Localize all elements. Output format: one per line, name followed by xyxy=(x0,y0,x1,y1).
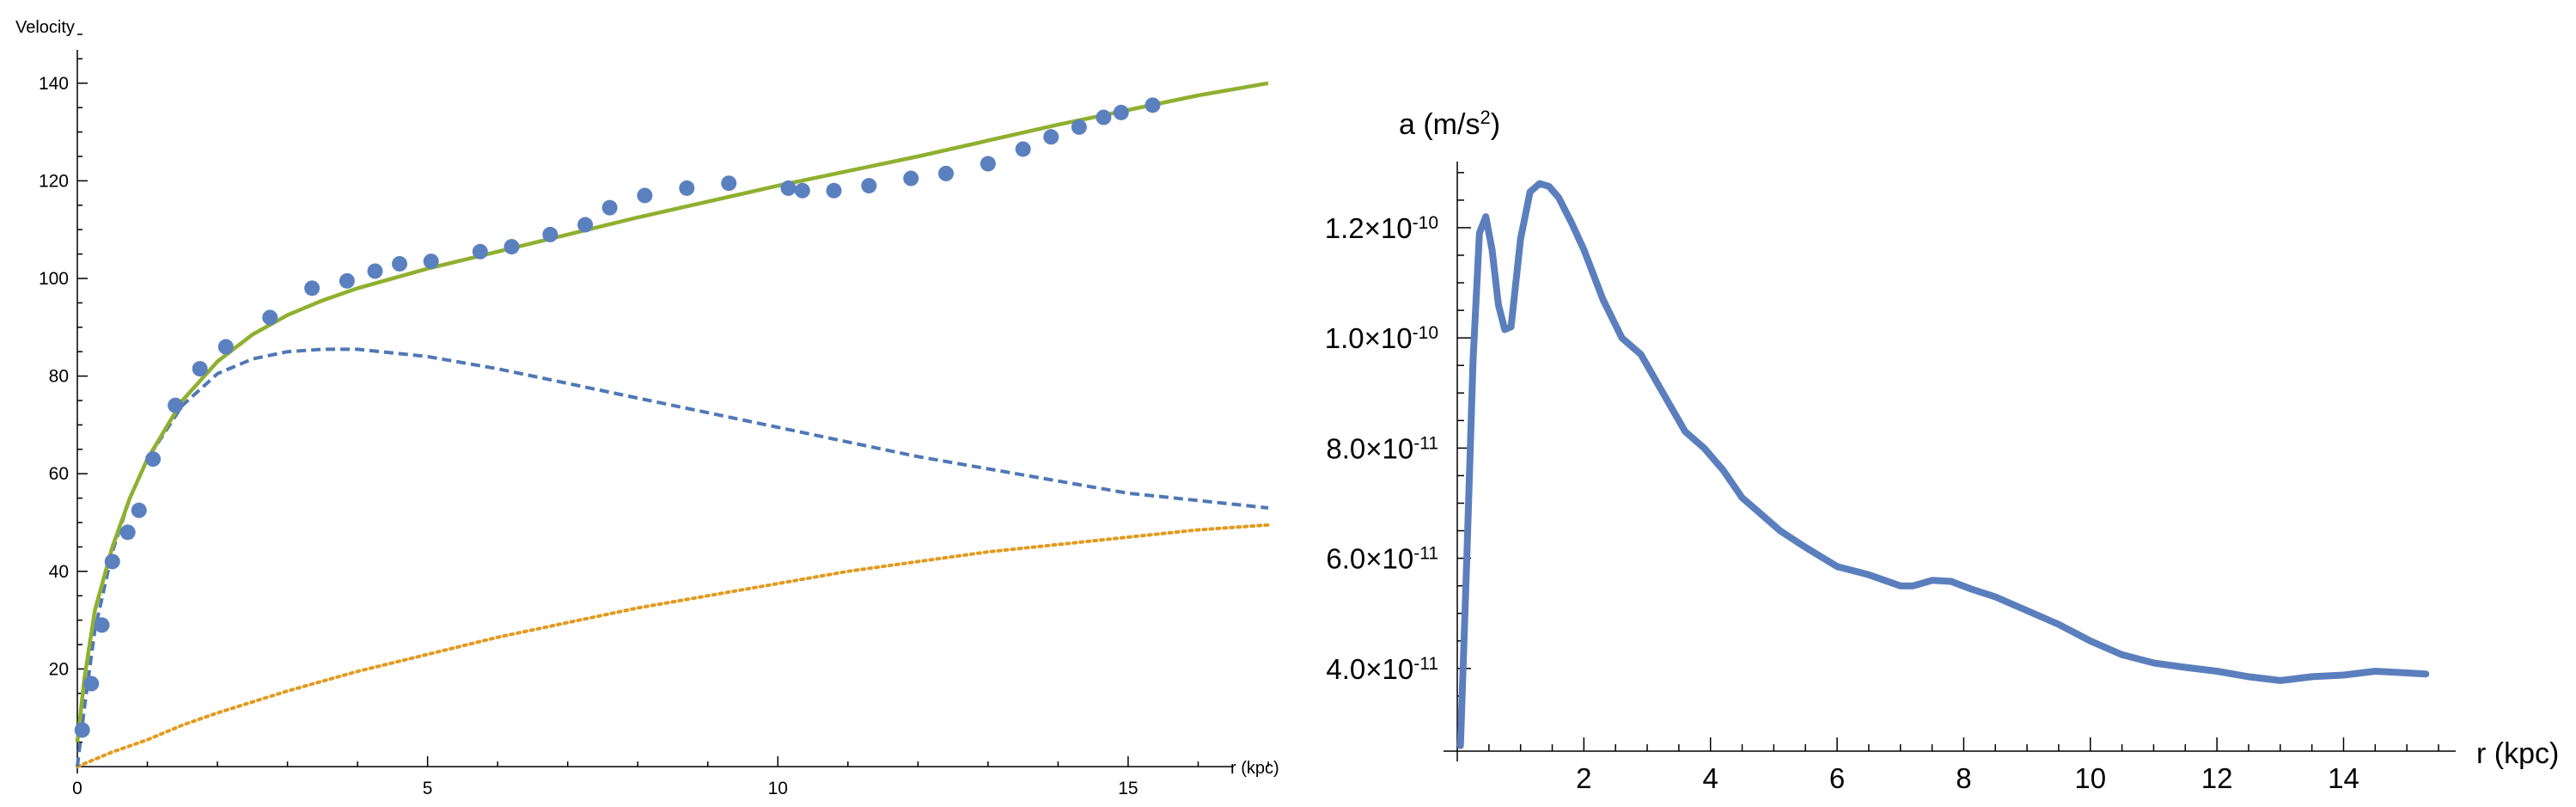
tick-exponent: -11 xyxy=(1413,433,1438,453)
data-point xyxy=(1145,97,1161,113)
tick-exponent: -11 xyxy=(1413,653,1438,673)
data-point xyxy=(1071,119,1087,135)
right-x-tick-label: 8 xyxy=(1956,762,1971,794)
left-y-tick-label: 40 xyxy=(49,562,69,582)
tick-mantissa: 8.0×10 xyxy=(1326,432,1413,464)
data-point xyxy=(601,199,618,216)
right-x-tick-label: 10 xyxy=(2074,762,2106,794)
right-y-tick-label: 8.0×10-11 xyxy=(1326,432,1438,464)
left-x-tick-label: 15 xyxy=(1118,779,1138,798)
data-point xyxy=(721,175,737,192)
data-point xyxy=(74,722,90,738)
data-point xyxy=(903,170,919,186)
left-y-tick-label: 60 xyxy=(49,464,69,484)
tick-exponent: -10 xyxy=(1413,212,1438,232)
data-point xyxy=(937,165,954,181)
data-point xyxy=(104,553,120,570)
data-point xyxy=(861,178,877,194)
right-y-axis-title: a (m/s2) xyxy=(1399,107,1500,142)
left-y-tick-label: 80 xyxy=(49,367,69,387)
tick-exponent: -10 xyxy=(1413,323,1438,343)
right-y-tick-label: 4.0×10-11 xyxy=(1326,653,1438,685)
left-y-tick-label: 20 xyxy=(49,659,69,679)
data-point xyxy=(94,617,110,633)
right-y-tick-label: 1.0×10-10 xyxy=(1325,322,1438,354)
right-y-tick-label: 6.0×10-11 xyxy=(1326,543,1438,575)
data-point xyxy=(119,524,136,541)
left-x-tick-label: 5 xyxy=(423,779,433,798)
right-x-tick-label: 12 xyxy=(2201,762,2233,794)
left-x-tick-label: 0 xyxy=(72,779,82,798)
data-point xyxy=(339,272,355,289)
left-series xyxy=(74,81,1270,768)
right-x-tick-label: 14 xyxy=(2328,762,2359,794)
left-x-tick-label: 10 xyxy=(768,779,788,798)
right-x-axis-title: r (kpc) xyxy=(2476,737,2559,770)
data-point xyxy=(780,180,797,196)
right-x-tick-label: 4 xyxy=(1703,762,1718,794)
data-point xyxy=(192,361,208,377)
data-point xyxy=(168,397,184,413)
tick-exponent: -11 xyxy=(1413,543,1438,563)
data-point xyxy=(304,280,320,297)
data-point xyxy=(217,339,234,355)
data-point xyxy=(1096,109,1112,125)
data-point xyxy=(83,676,100,692)
tick-mantissa: 6.0×10 xyxy=(1326,543,1413,575)
data-point xyxy=(392,255,408,272)
data-point xyxy=(145,451,162,468)
data-point xyxy=(794,182,810,199)
data-point xyxy=(577,217,594,233)
right-y-axis-title-base: a (m/s xyxy=(1399,108,1480,141)
tick-mantissa: 1.0×10 xyxy=(1325,322,1413,354)
dashed-curve xyxy=(76,347,1269,767)
left-y-tick-label: 100 xyxy=(39,269,69,289)
data-point xyxy=(262,309,278,326)
right-axes: 2 4 6 8 10 12 141.2×10-101.0×10-108.0×10-116.0… xyxy=(1325,162,2456,794)
data-point xyxy=(472,243,488,260)
tick-mantissa: 1.2×10 xyxy=(1325,212,1413,244)
acceleration-curve xyxy=(1456,180,2430,749)
left-y-tick-label: 140 xyxy=(39,74,69,94)
data-point xyxy=(1015,141,1031,157)
right-x-tick-label: 6 xyxy=(1829,762,1845,794)
data-point xyxy=(1113,104,1129,120)
right-y-tick-label: 1.2×10-10 xyxy=(1325,212,1438,244)
data-point xyxy=(542,226,559,242)
left-x-axis-title: r (kpc) xyxy=(1230,759,1279,778)
right-y-axis-title-superscript: 2 xyxy=(1480,107,1490,128)
left-y-tick-label: 120 xyxy=(39,171,69,191)
data-point xyxy=(423,254,439,270)
dotted-curve xyxy=(76,523,1270,768)
data-point xyxy=(367,263,383,279)
right-y-axis-title-end: ) xyxy=(1491,108,1500,141)
data-point xyxy=(826,182,842,199)
left-y-axis-title: Velocity xyxy=(15,18,75,37)
fit-curve xyxy=(75,81,1269,743)
data-point xyxy=(1043,129,1059,145)
tick-mantissa: 4.0×10 xyxy=(1326,653,1413,685)
data-point xyxy=(504,239,520,255)
data-point xyxy=(131,502,147,518)
data-point xyxy=(980,156,996,172)
rotation-curve-chart: 0 5 10 15 20 40 60 80 100 120 140 Velocity r (kpc) xyxy=(15,18,1279,798)
right-series xyxy=(1456,180,2430,749)
right-x-tick-label: 2 xyxy=(1576,762,1591,794)
data-point xyxy=(679,180,695,196)
data-point xyxy=(637,187,653,204)
